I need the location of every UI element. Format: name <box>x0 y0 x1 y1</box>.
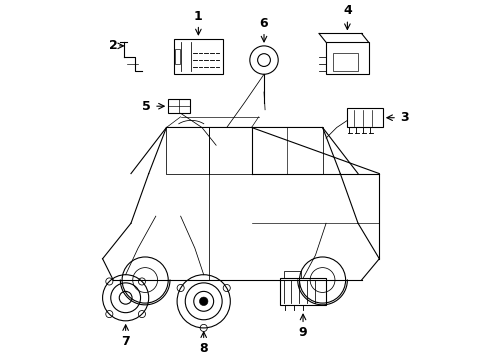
Bar <box>168 99 189 113</box>
Text: 4: 4 <box>342 4 351 18</box>
Text: 6: 6 <box>259 17 268 30</box>
Text: 7: 7 <box>121 335 130 348</box>
Bar <box>332 53 357 71</box>
Circle shape <box>199 297 207 306</box>
Text: 2: 2 <box>109 39 118 52</box>
Text: 5: 5 <box>142 100 150 113</box>
Bar <box>346 108 382 127</box>
Text: 1: 1 <box>194 10 203 23</box>
Text: 8: 8 <box>199 342 207 355</box>
Bar <box>325 42 368 74</box>
Bar <box>173 39 223 74</box>
Bar <box>175 49 179 64</box>
Bar <box>283 271 301 278</box>
Text: 3: 3 <box>400 111 408 124</box>
Bar <box>280 278 325 305</box>
Text: 9: 9 <box>298 326 307 339</box>
